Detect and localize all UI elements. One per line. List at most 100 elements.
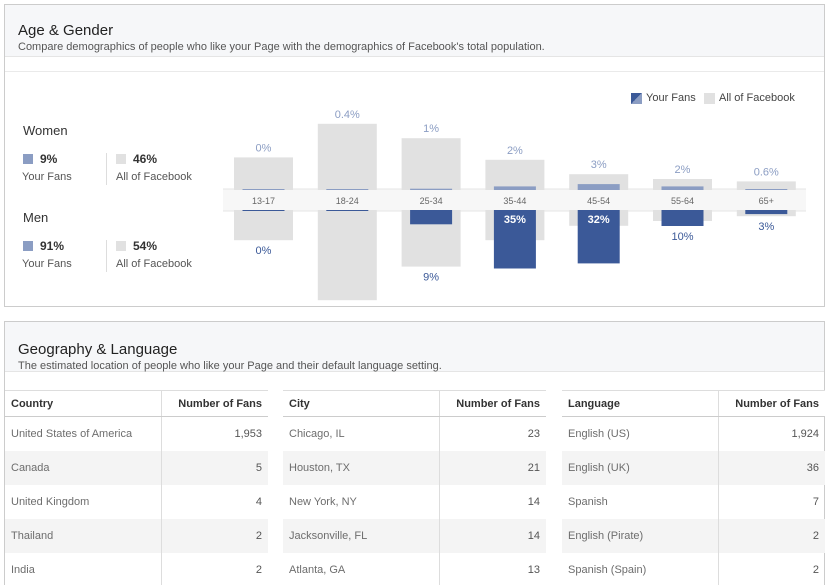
- women-fans-pct: 9%: [23, 152, 57, 166]
- axis-cell: [645, 190, 720, 210]
- geography-title: Geography & Language: [18, 341, 178, 358]
- men-separator: [106, 240, 107, 272]
- table-cell-name: English (US): [568, 427, 630, 440]
- table-cell-fans: 36: [717, 450, 825, 485]
- table-cell-name: Atlanta, GA: [289, 563, 346, 576]
- age-tick-label: 65+: [759, 196, 774, 206]
- all-facebook-men-bar: [234, 209, 293, 241]
- geography-header: Geography & Language The estimated locat…: [5, 322, 824, 372]
- men-fans-bar: [493, 209, 536, 269]
- table-row: Chicago, IL 23: [283, 416, 546, 451]
- age-gender-subtitle: Compare demographics of people who like …: [18, 41, 545, 53]
- men-fans-pct-value: 91%: [40, 239, 65, 253]
- age-tick-label: 25-34: [420, 196, 443, 206]
- men-fans-data-label: 3%: [758, 221, 774, 233]
- all-facebook-swatch-icon: [704, 92, 715, 104]
- women-fans-label: Your Fans: [22, 171, 72, 183]
- women-fans-bar: [661, 186, 704, 191]
- age-gender-panel: Age & Gender Compare demographics of peo…: [4, 4, 825, 307]
- table-cell-fans: 1,953: [160, 416, 268, 451]
- table-cell-name: English (Pirate): [562, 518, 718, 553]
- men-fans-data-label: 0%: [256, 245, 272, 257]
- column-header-fans: Number of Fans: [717, 390, 825, 417]
- table-cell-name: Houston, TX: [283, 450, 439, 485]
- column-header-fans: Number of Fans: [160, 390, 268, 417]
- table-header-row: City Number of Fans: [283, 390, 546, 417]
- women-label: Women: [23, 123, 68, 138]
- men-fans-data-label: 32%: [588, 214, 610, 226]
- all-facebook-women-bar: [485, 159, 545, 191]
- table-row: New York, NY 14: [283, 484, 546, 519]
- column-header-name: Country: [5, 390, 161, 417]
- age-gender-chart: 13-17 0% 0% 18-24 0.4% 0.8% 25-34 1% 9% 35-44 2% 35…: [223, 109, 806, 306]
- table-cell-fans: 1,924: [717, 416, 825, 451]
- table-cell-fans: 23: [438, 416, 546, 451]
- age-gender-title: Age & Gender: [18, 22, 114, 39]
- table-cell-name: Chicago, IL: [289, 427, 345, 440]
- women-fans-data-label: 0.4%: [335, 109, 360, 121]
- table-cell-fans: 14: [438, 518, 546, 553]
- legend-your-fans-label: Your Fans: [646, 92, 696, 104]
- age-gender-header: Age & Gender Compare demographics of peo…: [5, 5, 824, 57]
- age-tick-label: 35-44: [503, 196, 526, 206]
- geography-subtitle: The estimated location of people who lik…: [18, 360, 442, 372]
- fans-square-icon: [23, 154, 33, 164]
- table-row: Canada 5: [5, 450, 268, 485]
- age-tick-label: 55-64: [671, 196, 694, 206]
- table-cell-name: Thailand: [5, 518, 161, 553]
- men-fans-data-label: 0.8%: [335, 305, 360, 306]
- women-fans-data-label: 0%: [256, 142, 272, 154]
- geography-language-panel: Geography & Language The estimated locat…: [4, 321, 825, 585]
- all-facebook-men-bar: [317, 209, 377, 301]
- legend-all-facebook-label: All of Facebook: [719, 92, 795, 104]
- table-row: Spanish (Spain) 2: [562, 552, 825, 585]
- divider: [5, 71, 824, 72]
- men-label: Men: [23, 210, 49, 225]
- table-cell-fans: 2: [717, 552, 825, 585]
- table-cell-fans: 13: [438, 552, 546, 585]
- women-fans-pct-value: 9%: [40, 152, 58, 166]
- table-row: Thailand 2: [5, 518, 268, 553]
- women-fans-bar: [410, 188, 453, 191]
- table-row: English (Pirate) 2: [562, 518, 825, 553]
- women-fans-data-label: 0.6%: [754, 166, 779, 178]
- all-square-icon: [116, 241, 126, 251]
- table-cell-name: Jacksonville, FL: [283, 518, 439, 553]
- table-row: India 2: [5, 552, 268, 585]
- men-fans-label: Your Fans: [22, 258, 72, 270]
- men-all-label: All of Facebook: [116, 258, 192, 270]
- women-all-label: All of Facebook: [116, 171, 192, 183]
- table-row: Spanish 7: [562, 484, 825, 519]
- table-row: Houston, TX 21: [283, 450, 546, 485]
- women-all-pct-value: 46%: [133, 152, 158, 166]
- axis-cell: [561, 190, 637, 210]
- country-table: Country Number of Fans United States of Am…: [5, 390, 268, 585]
- table-cell-name: English (UK): [562, 450, 718, 485]
- table-row: English (US) 1,924: [562, 416, 825, 451]
- legend-your-fans: Your Fans: [631, 92, 696, 104]
- women-fans-data-label: 3%: [591, 159, 607, 171]
- table-cell-fans: 4: [160, 484, 268, 519]
- table-row: English (UK) 36: [562, 450, 825, 485]
- women-fans-data-label: 2%: [507, 145, 523, 157]
- men-fans-data-label: 10%: [671, 231, 693, 243]
- all-facebook-women-bar: [317, 123, 377, 191]
- table-cell-fans: 2: [160, 552, 268, 585]
- table-header-row: Language Number of Fans: [562, 390, 825, 417]
- table-row: Jacksonville, FL 14: [283, 518, 546, 553]
- men-fans-data-label: 9%: [423, 272, 439, 284]
- men-fans-data-label: 35%: [504, 214, 526, 226]
- table-cell-name: Spanish (Spain): [568, 563, 647, 576]
- women-all-pct: 46%: [116, 152, 157, 166]
- women-fans-data-label: 1%: [423, 123, 439, 135]
- column-header-name: Language: [562, 390, 718, 417]
- column-header-fans: Number of Fans: [438, 390, 546, 417]
- your-fans-swatch-icon: [631, 92, 642, 104]
- women-fans-data-label: 2%: [675, 164, 691, 176]
- age-tick-label: 13-17: [252, 196, 275, 206]
- men-all-pct: 54%: [116, 239, 157, 253]
- table-row: United Kingdom 4: [5, 484, 268, 519]
- women-fans-bar: [493, 186, 536, 191]
- table-cell-name: India: [11, 563, 35, 576]
- men-fans-bar: [745, 209, 788, 215]
